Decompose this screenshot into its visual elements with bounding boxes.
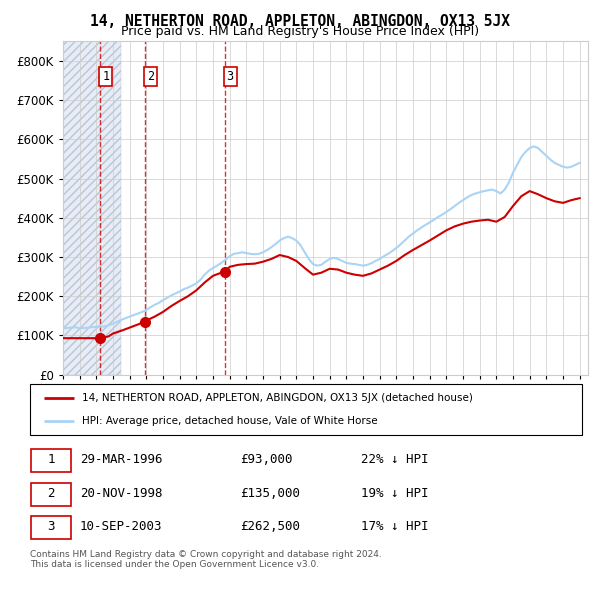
Text: HPI: Average price, detached house, Vale of White Horse: HPI: Average price, detached house, Vale… bbox=[82, 417, 378, 427]
Text: £135,000: £135,000 bbox=[240, 487, 300, 500]
Text: Price paid vs. HM Land Registry's House Price Index (HPI): Price paid vs. HM Land Registry's House … bbox=[121, 25, 479, 38]
Text: 2: 2 bbox=[146, 70, 154, 83]
Text: 10-SEP-2003: 10-SEP-2003 bbox=[80, 520, 162, 533]
FancyBboxPatch shape bbox=[31, 516, 71, 539]
Text: 29-MAR-1996: 29-MAR-1996 bbox=[80, 453, 162, 466]
Text: 14, NETHERTON ROAD, APPLETON, ABINGDON, OX13 5JX (detached house): 14, NETHERTON ROAD, APPLETON, ABINGDON, … bbox=[82, 392, 473, 402]
Text: 20-NOV-1998: 20-NOV-1998 bbox=[80, 487, 162, 500]
Text: 17% ↓ HPI: 17% ↓ HPI bbox=[361, 520, 428, 533]
Text: 22% ↓ HPI: 22% ↓ HPI bbox=[361, 453, 428, 466]
Text: 19% ↓ HPI: 19% ↓ HPI bbox=[361, 487, 428, 500]
Text: 2: 2 bbox=[47, 487, 55, 500]
Text: 3: 3 bbox=[47, 520, 55, 533]
Text: 14, NETHERTON ROAD, APPLETON, ABINGDON, OX13 5JX: 14, NETHERTON ROAD, APPLETON, ABINGDON, … bbox=[90, 14, 510, 28]
FancyBboxPatch shape bbox=[31, 449, 71, 472]
Bar bbox=[63, 41, 121, 375]
Text: 3: 3 bbox=[227, 70, 234, 83]
Text: Contains HM Land Registry data © Crown copyright and database right 2024.
This d: Contains HM Land Registry data © Crown c… bbox=[30, 550, 382, 569]
Text: £93,000: £93,000 bbox=[240, 453, 292, 466]
Text: £262,500: £262,500 bbox=[240, 520, 300, 533]
FancyBboxPatch shape bbox=[31, 483, 71, 506]
Text: 1: 1 bbox=[47, 453, 55, 466]
Text: 1: 1 bbox=[103, 70, 109, 83]
